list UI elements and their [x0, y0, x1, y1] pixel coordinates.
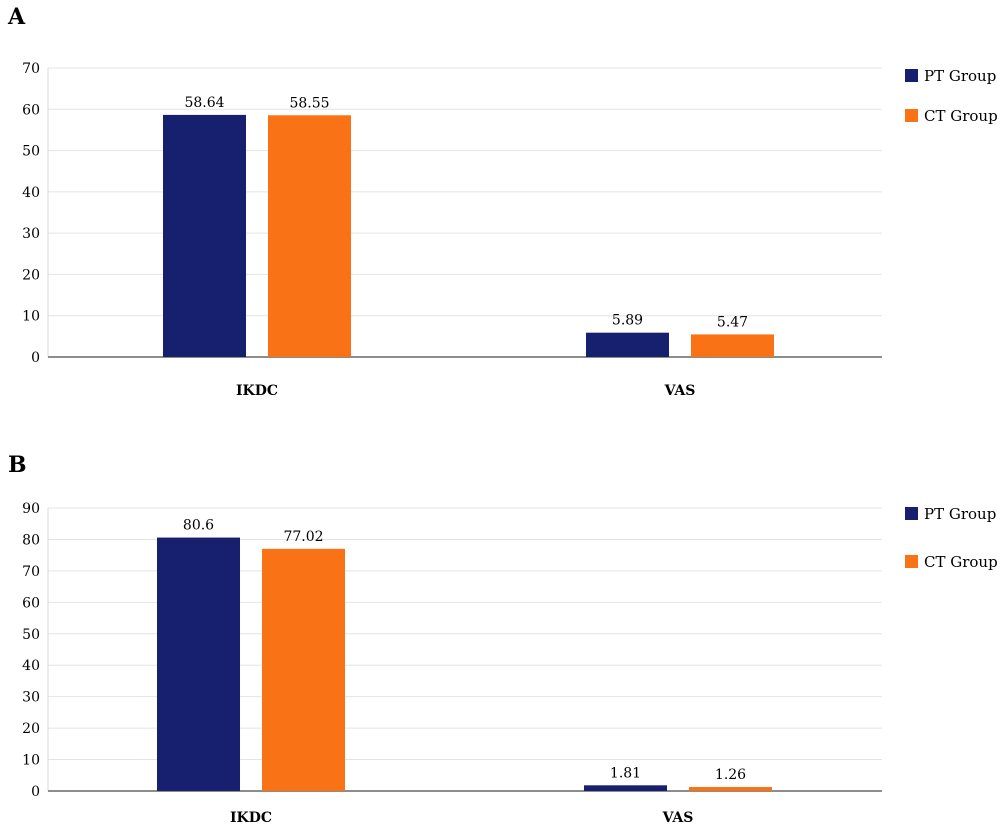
legend-label: PT Group — [924, 505, 996, 523]
bar — [584, 785, 667, 791]
legend-swatch — [905, 69, 918, 82]
bar — [157, 537, 240, 791]
data-label: 58.64 — [184, 95, 224, 111]
y-tick-label: 40 — [22, 185, 40, 201]
y-tick-label: 80 — [22, 532, 40, 548]
panel-label: A — [7, 4, 26, 30]
y-tick-label: 50 — [22, 627, 40, 643]
bar — [262, 548, 345, 791]
data-label: 80.6 — [183, 518, 214, 534]
x-category-label: VAS — [664, 383, 696, 399]
legend-swatch — [905, 555, 918, 568]
y-tick-label: 10 — [22, 753, 40, 769]
legend-label: CT Group — [924, 553, 998, 571]
y-tick-label: 70 — [22, 564, 40, 580]
data-label: 77.02 — [283, 529, 323, 545]
y-tick-label: 0 — [31, 784, 40, 800]
bar — [689, 787, 772, 791]
y-tick-label: 10 — [22, 309, 40, 325]
bar — [268, 115, 351, 357]
y-tick-label: 90 — [22, 501, 40, 517]
y-tick-label: 30 — [22, 690, 40, 706]
x-category-label: VAS — [662, 810, 694, 826]
y-tick-label: 60 — [22, 595, 40, 611]
x-category-label: IKDC — [230, 810, 272, 826]
data-label: 5.89 — [612, 313, 643, 329]
y-tick-label: 20 — [22, 267, 40, 283]
data-label: 1.81 — [610, 765, 641, 781]
panel-label: B — [8, 452, 27, 478]
data-label: 5.47 — [717, 314, 748, 330]
y-tick-label: 0 — [31, 350, 40, 366]
data-label: 1.26 — [715, 767, 746, 783]
bar — [691, 334, 774, 357]
legend-label: CT Group — [924, 107, 998, 125]
y-tick-label: 50 — [22, 144, 40, 160]
y-tick-label: 20 — [22, 721, 40, 737]
bar — [163, 114, 246, 357]
bar — [586, 332, 669, 357]
legend-swatch — [905, 109, 918, 122]
data-label: 58.55 — [289, 95, 329, 111]
x-category-label: IKDC — [236, 383, 278, 399]
y-tick-label: 70 — [22, 61, 40, 77]
legend-swatch — [905, 507, 918, 520]
y-tick-label: 40 — [22, 658, 40, 674]
legend-label: PT Group — [924, 67, 996, 85]
y-tick-label: 30 — [22, 226, 40, 242]
y-tick-label: 60 — [22, 102, 40, 118]
